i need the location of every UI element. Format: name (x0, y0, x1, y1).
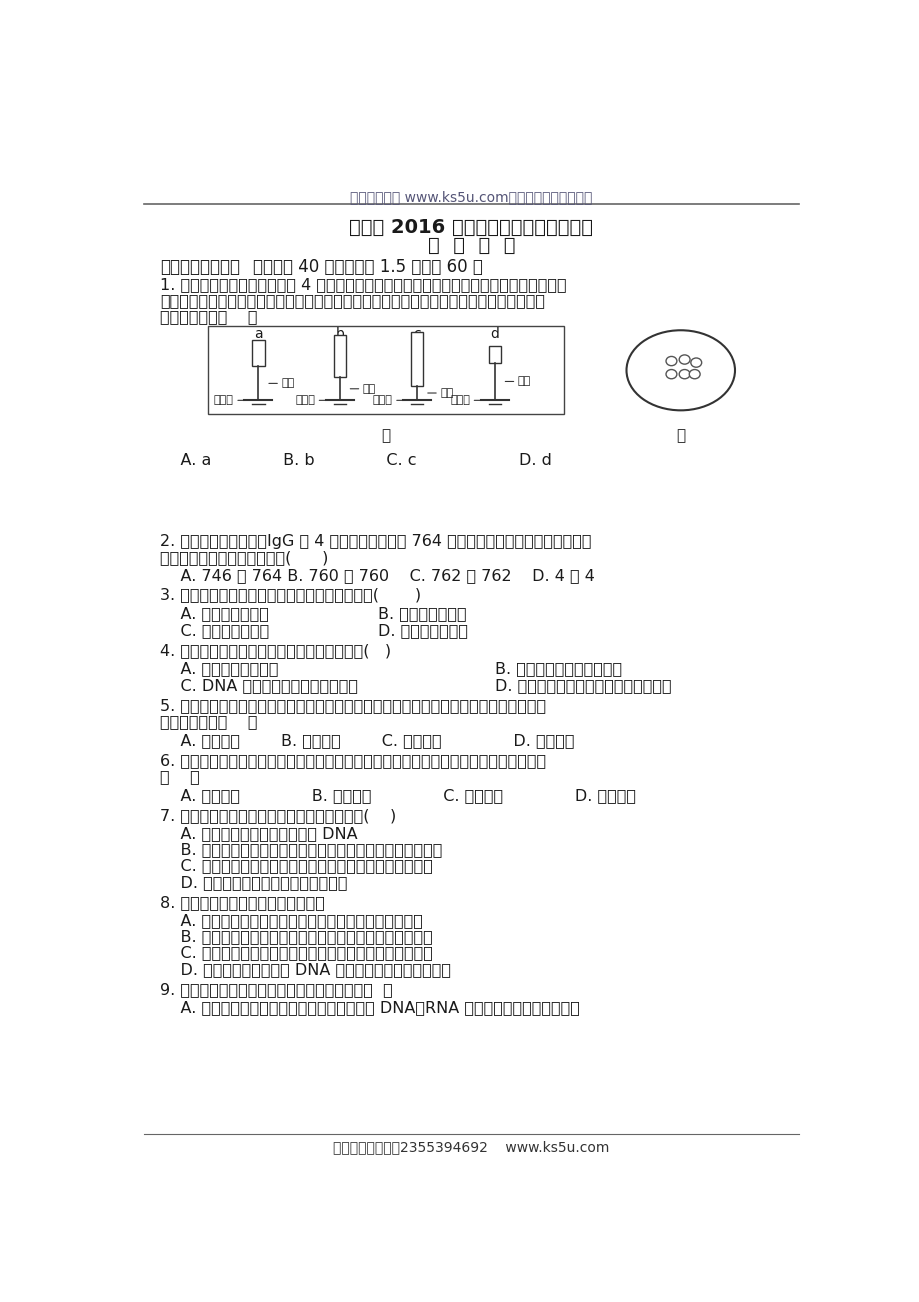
Text: B. 结晶牛胰岛素的人工合成: B. 结晶牛胰岛素的人工合成 (494, 661, 621, 676)
Text: C. 线粒体、叶绿体: C. 线粒体、叶绿体 (160, 622, 269, 638)
Text: A. 细胞膜、细胞核: A. 细胞膜、细胞核 (160, 605, 268, 621)
Text: A. 物理因子              B. 化学因子              C. 病毒因子              D. 细菌因子: A. 物理因子 B. 化学因子 C. 病毒因子 D. 细菌因子 (160, 788, 635, 802)
Text: B. 细胞核、线粒体: B. 细胞核、线粒体 (378, 605, 467, 621)
Text: 腾八中 2016 学年度高一下学期期末考试: 腾八中 2016 学年度高一下学期期末考试 (349, 217, 593, 237)
Text: 6. 切尔诺贝利核电站发生核泄漏，导致该地区人群中癌症发生率明显增高，致癌因子属于: 6. 切尔诺贝利核电站发生核泄漏，导致该地区人群中癌症发生率明显增高，致癌因子属… (160, 753, 546, 768)
Text: A. 用于鉴定生物组织中还原糖和观察细胞中 DNA、RNA 分布的试剂都需要现配现用: A. 用于鉴定生物组织中还原糖和观察细胞中 DNA、RNA 分布的试剂都需要现配… (160, 1000, 579, 1016)
Text: b: b (335, 327, 344, 341)
Text: 7. 下列有关线粒体和叶绿体的叙述，错误的是(    ): 7. 下列有关线粒体和叶绿体的叙述，错误的是( ) (160, 807, 396, 823)
Text: d: d (490, 327, 499, 341)
Text: B. 细胞中的形态结构发生改变，吸收物质的速率将会降低: B. 细胞中的形态结构发生改变，吸收物质的速率将会降低 (160, 930, 432, 944)
Bar (208, 326, 564, 414)
Text: C. DNA 双螺旋结构分子模型的建立: C. DNA 双螺旋结构分子模型的建立 (160, 678, 357, 693)
Text: A. a              B. b              C. c                    D. d: A. a B. b C. c D. d (160, 453, 551, 467)
Text: A. 746 和 764 B. 760 和 760    C. 762 和 762    D. 4 和 4: A. 746 和 764 B. 760 和 760 C. 762 和 762 D… (160, 568, 595, 583)
Text: 1. 用显微镜的一个目镜分别与 4 个不同倍数的物镜组合来观察藓类叶装片，当成像清晰时，: 1. 用显微镜的一个目镜分别与 4 个不同倍数的物镜组合来观察藓类叶装片，当成像… (160, 277, 566, 292)
Text: 生  物  试  卷: 生 物 试 卷 (427, 237, 515, 255)
Text: 3. 洋葱根尖分生区细胞中，具有双层膜的结构是(       ): 3. 洋葱根尖分生区细胞中，具有双层膜的结构是( ) (160, 587, 421, 603)
Bar (334, 335, 346, 378)
Ellipse shape (626, 331, 734, 410)
Text: B. 线粒体内膜向内折叠形成嵴，叶绿体类囊体堆叠形成基粒: B. 线粒体内膜向内折叠形成嵴，叶绿体类囊体堆叠形成基粒 (160, 842, 442, 857)
Text: C. 原癌基因和抑癌基因都同时表达的细胞才会变为癌细胞: C. 原癌基因和抑癌基因都同时表达的细胞才会变为癌细胞 (160, 945, 432, 961)
Text: 本题包括 40 小题，每题 1.5 分，共 60 分: 本题包括 40 小题，每题 1.5 分，共 60 分 (253, 258, 482, 276)
Ellipse shape (678, 370, 689, 379)
Text: 载玻片: 载玻片 (372, 396, 392, 405)
Text: A. 细胞膜上的糖蛋白减少，癌细胞间的黏着性显著升高: A. 细胞膜上的糖蛋白减少，癌细胞间的黏着性显著升高 (160, 913, 423, 928)
Text: 胞数量最多？（    ）: 胞数量最多？（ ） (160, 310, 257, 324)
Text: 乙: 乙 (675, 428, 685, 443)
Text: 高考资源网（ www.ks5u.com），您身边的高考专家: 高考资源网（ www.ks5u.com），您身边的高考专家 (350, 190, 592, 204)
Text: 投稿兼职请联系：2355394692    www.ks5u.com: 投稿兼职请联系：2355394692 www.ks5u.com (333, 1141, 609, 1155)
Ellipse shape (665, 357, 676, 366)
Text: 9. 下列关于生物学实验的相关叙述不正确的是（  ）: 9. 下列关于生物学实验的相关叙述不正确的是（ ） (160, 982, 392, 996)
Text: D. 孟德尔豌豆杂交实验揭示遗传学规律: D. 孟德尔豌豆杂交实验揭示遗传学规律 (494, 678, 671, 693)
Text: D. 细胞核、叶绿体: D. 细胞核、叶绿体 (378, 622, 468, 638)
Text: A. 线粒体和叶绿体都含有少量 DNA: A. 线粒体和叶绿体都含有少量 DNA (160, 827, 357, 841)
Text: C. 线粒体和叶绿体为双层膜结构，其内膜中酶的种类相同: C. 线粒体和叶绿体为双层膜结构，其内膜中酶的种类相同 (160, 858, 432, 874)
Text: 载玻片: 载玻片 (213, 396, 233, 405)
Text: A. 光学显微镜的发明: A. 光学显微镜的发明 (160, 661, 278, 676)
Bar (488, 345, 501, 362)
Bar (252, 340, 265, 366)
Text: 间细胞发生了（    ）: 间细胞发生了（ ） (160, 715, 257, 729)
Text: 物镜: 物镜 (363, 384, 376, 393)
Ellipse shape (688, 370, 699, 379)
Text: 4. 将生命科学研究引入分子水平的典型事例是(   ): 4. 将生命科学研究引入分子水平的典型事例是( ) (160, 643, 391, 658)
Ellipse shape (678, 355, 689, 365)
Text: （    ）: （ ） (160, 769, 199, 784)
Text: 甲: 甲 (381, 428, 391, 443)
Text: 物镜: 物镜 (517, 376, 530, 387)
Ellipse shape (690, 358, 701, 367)
Text: c: c (413, 327, 421, 341)
Text: 每一物镜与载玻片的距离如下图所示。如果载玻片位置不变，用哪一物镜在视野中看到的细: 每一物镜与载玻片的距离如下图所示。如果载玻片位置不变，用哪一物镜在视野中看到的细 (160, 293, 544, 309)
Text: A. 细胞坏死        B. 细胞衰老        C. 细胞损伤              D. 细胞凋亡: A. 细胞坏死 B. 细胞衰老 C. 细胞损伤 D. 细胞凋亡 (160, 733, 573, 747)
Text: a: a (254, 327, 263, 341)
Text: D. 可以通过抑制癌细胞 DNA 的复制控制癌症患者的病情: D. 可以通过抑制癌细胞 DNA 的复制控制癌症患者的病情 (160, 962, 450, 976)
Text: 5. 胎儿在正常发育过程中，五个连在一起的手指逐渐分开，发育为成形的手指，原因是指: 5. 胎儿在正常发育过程中，五个连在一起的手指逐渐分开，发育为成形的手指，原因是… (160, 698, 546, 713)
Ellipse shape (665, 370, 676, 379)
Bar (411, 332, 423, 385)
Text: 物镜: 物镜 (440, 388, 453, 398)
Text: 有游离的氨基和羧基数分别是(      ): 有游离的氨基和羧基数分别是( ) (160, 549, 328, 565)
Text: 物镜: 物镜 (281, 379, 295, 388)
Text: D. 蓝藻没有叶绿体也能进行光合作用: D. 蓝藻没有叶绿体也能进行光合作用 (160, 875, 347, 889)
Text: 一、单项选择题：: 一、单项选择题： (160, 258, 240, 276)
Text: 载玻片: 载玻片 (449, 396, 470, 405)
Text: 2. 人体免疫球蛋白中，IgG 由 4 条肽链构成，共有 764 个氨基酸，则该蛋白分子中至少含: 2. 人体免疫球蛋白中，IgG 由 4 条肽链构成，共有 764 个氨基酸，则该… (160, 534, 591, 548)
Text: 8. 下列有关癌变细胞的叙述正确的是: 8. 下列有关癌变细胞的叙述正确的是 (160, 894, 324, 910)
Text: 载玻片: 载玻片 (295, 396, 314, 405)
